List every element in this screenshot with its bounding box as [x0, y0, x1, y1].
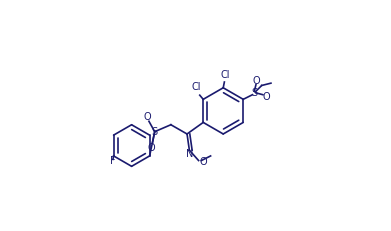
Text: O: O	[262, 92, 270, 102]
Text: S: S	[152, 127, 158, 137]
Text: F: F	[109, 155, 115, 166]
Text: O: O	[143, 112, 151, 122]
Text: Cl: Cl	[221, 70, 230, 80]
Text: N: N	[186, 149, 193, 159]
Text: O: O	[147, 143, 155, 153]
Text: S: S	[251, 88, 257, 98]
Text: Cl: Cl	[192, 82, 201, 92]
Text: O: O	[253, 76, 260, 86]
Text: O: O	[199, 157, 207, 167]
